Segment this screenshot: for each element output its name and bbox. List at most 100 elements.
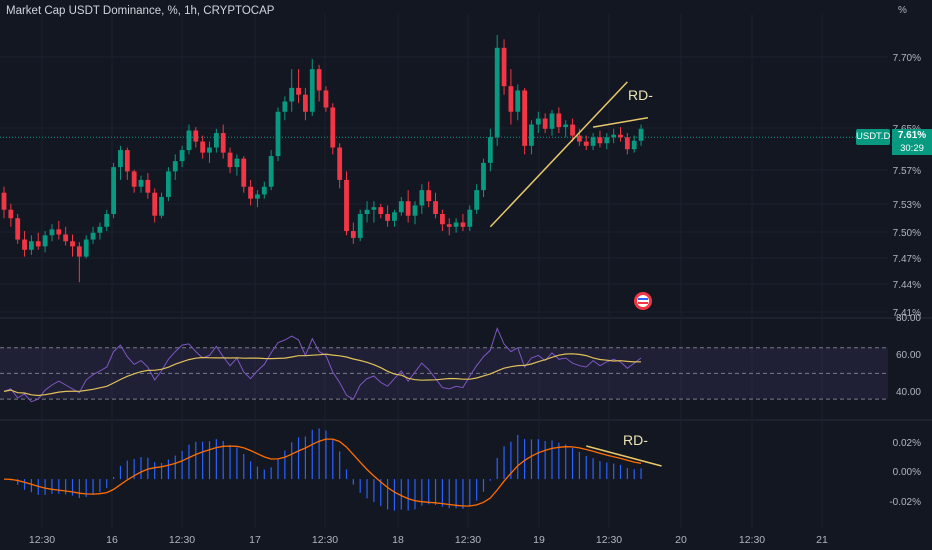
candle-body (241, 158, 247, 187)
trendline (592, 116, 649, 128)
candle-body (597, 137, 603, 144)
x-tick-label: 12:30 (29, 534, 55, 546)
candle-body (296, 87, 301, 95)
candle-body (268, 156, 274, 187)
candle-body (261, 186, 267, 195)
candle-body (337, 147, 343, 180)
rsi-tick-label: 40.00 (896, 387, 921, 398)
candle-body (364, 209, 370, 214)
candle-body (104, 214, 110, 227)
candle-body (453, 222, 459, 227)
symbol-tag: USDT.D (856, 129, 890, 146)
divergence-label: RD- (628, 87, 653, 103)
price-tick-label: 7.50% (893, 228, 921, 239)
candle-body (494, 47, 500, 138)
candle-body (405, 201, 411, 216)
price-tag: 7.61% 30:29 (892, 129, 932, 156)
candle-body (426, 190, 432, 202)
macd-panel[interactable]: RD- (3, 428, 662, 511)
candle-body (378, 207, 384, 214)
candle-body (289, 87, 295, 102)
candle-body (467, 209, 473, 227)
price-value: 7.61% (897, 130, 927, 142)
x-tick-label: 18 (392, 534, 404, 546)
divergence-label: RD- (623, 432, 648, 448)
candle-body (76, 246, 82, 257)
candle-body (412, 205, 418, 216)
candle-body (344, 179, 349, 232)
candle-body (446, 224, 452, 227)
candle-body (159, 196, 164, 216)
candle-body (97, 226, 103, 233)
candle-body (145, 179, 151, 193)
candle-body (542, 118, 548, 129)
bar-countdown: 30:29 (900, 143, 924, 155)
rsi-panel[interactable] (0, 326, 888, 403)
rsi-ma-line (3, 353, 642, 397)
macd-signal-line (3, 438, 642, 507)
x-tick-label: 12:30 (455, 534, 481, 546)
candle-body (460, 222, 466, 227)
candle-body (624, 137, 630, 150)
candle-body (508, 86, 514, 112)
candle-body (323, 90, 329, 108)
candle-body (392, 212, 397, 221)
candle-body (631, 140, 637, 150)
macd-tick-label: 0.00% (893, 467, 921, 478)
chart-title: Market Cap USDT Dominance, %, 1h, CRYPTO… (6, 5, 275, 17)
x-tick-label: 16 (106, 534, 118, 546)
candle-body (42, 235, 48, 247)
candle-body (29, 241, 34, 250)
x-tick-label: 12:30 (169, 534, 195, 546)
x-tick-label: 12:30 (739, 534, 765, 546)
grid-layer (0, 14, 932, 528)
candle-body (303, 94, 308, 112)
candle-body (8, 209, 14, 219)
candle-body (15, 218, 21, 240)
macd-trendline (586, 445, 662, 467)
candle-body (556, 113, 562, 128)
rsi-tick-label: 60.00 (896, 350, 921, 361)
trendline (489, 81, 628, 228)
candle-body (501, 47, 507, 87)
candle-body (172, 161, 178, 172)
x-tick-label: 12:30 (596, 534, 622, 546)
axes-layer: 12:30 16 12:30 17 12:30 18 12:30 19 12:30 20 12:30… (29, 53, 922, 546)
price-tick-label: 7.41% (893, 308, 921, 319)
candle-body (63, 234, 69, 242)
candle-body (220, 133, 226, 153)
candle-body (152, 192, 158, 216)
x-tick-label: 17 (249, 534, 261, 546)
price-tick-label: 7.57% (893, 166, 921, 177)
macd-tick-label: 0.02% (893, 438, 921, 449)
price-panel[interactable]: RD- (0, 35, 856, 283)
candle-body (604, 137, 610, 144)
candle-body (186, 130, 192, 151)
candle-body (248, 186, 253, 199)
candle-body (481, 162, 486, 191)
candle-body (255, 194, 260, 199)
candle-body (440, 214, 445, 225)
candle-body (56, 229, 62, 235)
candle-body (166, 171, 171, 197)
candle-body (522, 90, 527, 146)
candle-body (433, 201, 438, 214)
candle-body (90, 232, 96, 240)
candle-body (398, 201, 404, 213)
candle-body (330, 107, 336, 148)
rsi-line (3, 326, 642, 403)
candle-body (357, 214, 363, 238)
candle-body (474, 190, 480, 210)
price-tick-label: 7.44% (893, 280, 921, 291)
candle-body (200, 141, 206, 153)
candle-body (118, 150, 123, 168)
candle-body (111, 167, 116, 214)
flag-icon[interactable] (634, 292, 652, 310)
candle-body (193, 130, 199, 142)
candle-body (487, 137, 493, 163)
price-tick-label: 7.47% (893, 254, 921, 265)
candle-body (22, 239, 27, 250)
candle-body (570, 124, 575, 136)
candle-body (535, 118, 541, 125)
